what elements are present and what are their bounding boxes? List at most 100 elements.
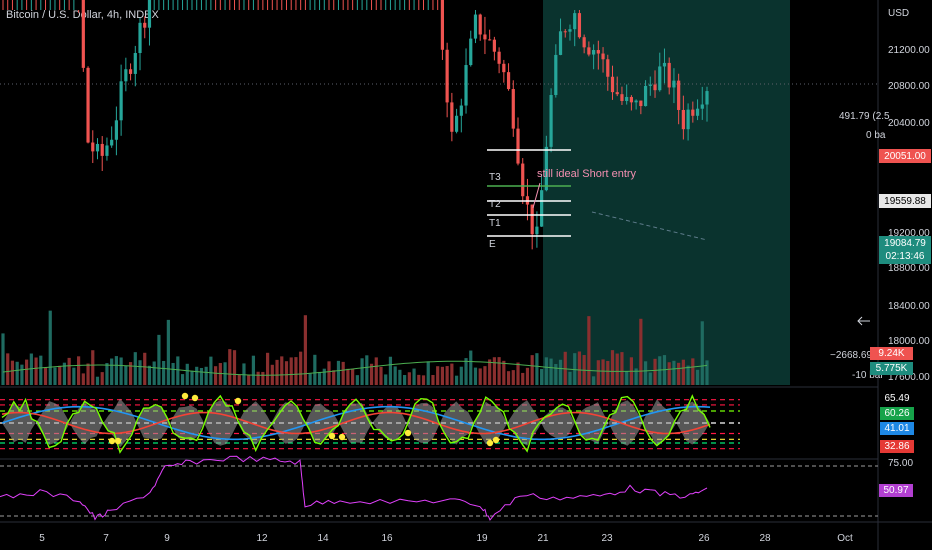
volume-bar	[445, 366, 449, 385]
volume-bar	[502, 360, 506, 385]
volume-bar	[313, 354, 317, 385]
candle	[309, 0, 311, 10]
candle-body	[662, 62, 667, 67]
candle	[133, 45, 137, 87]
candle	[563, 29, 567, 38]
volume-bar	[237, 374, 241, 385]
volume-bar	[497, 357, 501, 385]
candle	[215, 0, 217, 10]
candle	[450, 92, 454, 142]
time-tick-label: 23	[601, 533, 613, 544]
volume-bar	[124, 365, 128, 385]
price-axis-currency: USD	[888, 8, 909, 19]
candle	[290, 0, 292, 10]
volume-bar	[166, 319, 170, 385]
volume-bar	[592, 376, 596, 385]
entry-price-badge: 19559.88	[884, 196, 926, 207]
osc-signal-dot	[486, 439, 494, 447]
volume-bar	[62, 362, 67, 385]
candle	[558, 18, 563, 56]
volume-bar	[478, 368, 482, 385]
candle	[300, 0, 302, 10]
osc-level-badge: 32.86	[884, 441, 909, 452]
candle	[304, 0, 306, 10]
volume-bar	[195, 366, 199, 385]
candle	[653, 70, 657, 98]
volume-bar	[110, 358, 114, 385]
candle	[700, 86, 704, 120]
time-tick-label: 9	[164, 533, 170, 544]
candle	[375, 0, 377, 10]
candle	[577, 10, 582, 39]
osc-signal-dot	[108, 437, 116, 445]
volume-bar	[700, 321, 704, 385]
volume-bar	[114, 356, 118, 385]
candle	[91, 130, 95, 164]
candle	[323, 0, 325, 10]
candle	[153, 0, 155, 10]
volume-bar	[506, 371, 511, 385]
candle	[418, 0, 420, 10]
candle	[658, 52, 662, 92]
candle-body	[705, 91, 709, 105]
candle	[147, 0, 152, 46]
candle-body	[521, 163, 525, 197]
candle-body	[473, 14, 478, 39]
candle	[366, 0, 368, 10]
osc-level-badge: 41.01	[884, 423, 909, 434]
candle	[238, 0, 240, 10]
candle	[205, 0, 207, 10]
candle-body	[450, 102, 454, 132]
trendline	[591, 211, 708, 241]
candle	[582, 34, 586, 54]
stop-price-badge-bg	[879, 149, 931, 163]
volume-bar	[76, 356, 81, 385]
candle	[677, 73, 681, 125]
candle	[544, 135, 548, 192]
candle	[691, 101, 695, 123]
volume-bar	[152, 361, 156, 385]
candle	[648, 76, 652, 96]
volume-bar	[573, 353, 577, 385]
volume-bar	[180, 374, 185, 385]
volume-ma	[2, 360, 708, 376]
candle-body	[516, 128, 520, 164]
candle	[105, 137, 109, 161]
candle-body	[620, 94, 624, 101]
volume-bar	[143, 352, 147, 385]
target-label: T3	[489, 172, 501, 183]
volume-bar	[587, 316, 591, 385]
candle	[158, 0, 160, 10]
volume-bar	[525, 367, 530, 385]
candle-body	[700, 104, 704, 109]
candle	[95, 138, 100, 160]
candle-body	[454, 115, 459, 132]
volume-bar	[1, 333, 5, 385]
candle-body	[629, 96, 634, 103]
time-tick-label: 14	[317, 533, 329, 544]
candle	[596, 40, 600, 70]
volume-bar	[25, 359, 29, 385]
volume-bar	[190, 370, 194, 385]
volume-bar	[86, 363, 90, 385]
volume-bar	[407, 372, 411, 385]
candle	[40, 0, 42, 10]
candle-body	[497, 51, 501, 64]
candle	[606, 54, 610, 91]
price-tick-label: 18800.00	[888, 263, 930, 274]
volume-bar	[147, 365, 152, 385]
candle	[634, 99, 638, 110]
osc-level-badge-bg	[880, 392, 914, 405]
volume-bar	[426, 361, 430, 385]
candle-body	[625, 96, 629, 101]
candle	[695, 99, 700, 121]
candle	[408, 0, 410, 10]
volume-bar	[72, 367, 76, 385]
candle	[172, 0, 174, 10]
price-tick-label: 20400.00	[888, 118, 930, 129]
volume-bar	[492, 357, 496, 385]
candle	[535, 211, 539, 248]
last-price-badge-bg	[879, 236, 931, 264]
osc-fast-line	[1, 394, 711, 454]
